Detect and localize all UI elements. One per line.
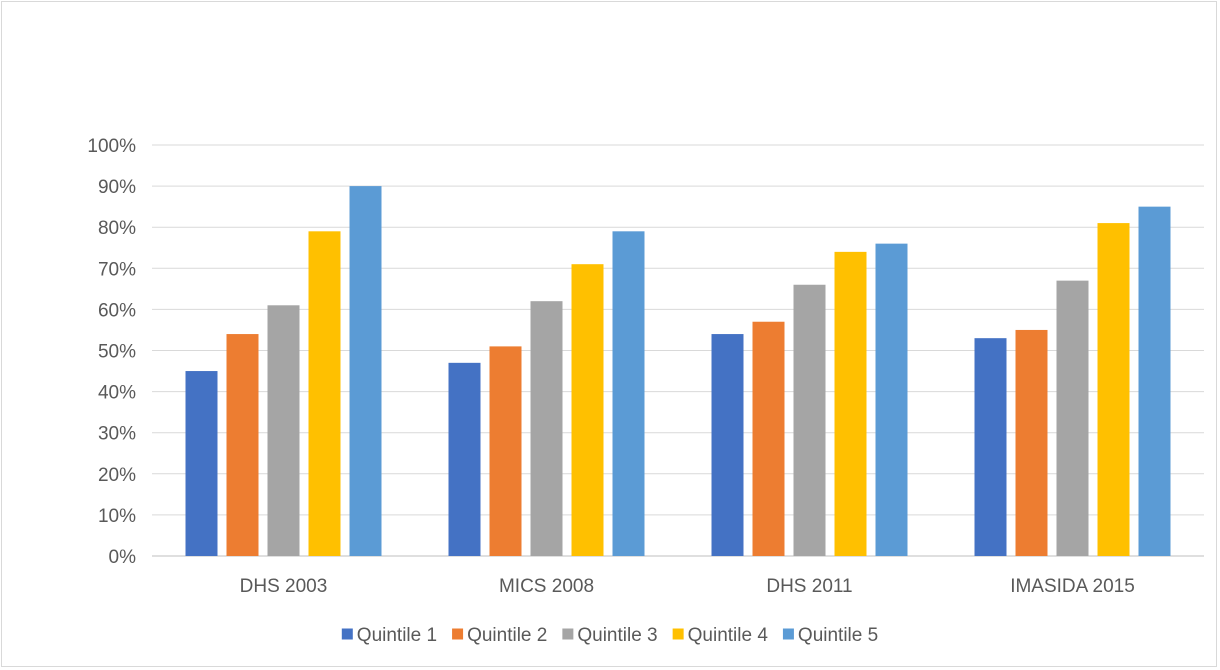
x-tick-label: DHS 2003 [240,576,328,597]
bar [1056,280,1089,556]
x-tick-label: DHS 2011 [766,576,852,597]
bar [612,231,645,556]
bar [267,305,300,556]
y-tick-label: 90% [98,177,136,198]
bar [752,321,785,556]
x-tick-label: MICS 2008 [499,576,594,597]
legend: Quintile 1 Quintile 2 Quintile 3 Quintile 4… [341,625,878,646]
bar [834,251,867,557]
bar [1015,329,1048,556]
legend-label: Quintile 3 [577,625,657,646]
y-axis-ticks: 0% 10% 20% 30% 40% 50% 60% 70% 80% 90% 100% [87,136,136,568]
x-tick-label: IMASIDA 2015 [1010,576,1135,597]
legend-label: Quintile 1 [357,625,437,646]
y-tick-label: 50% [98,342,136,363]
bar [308,231,341,556]
bar [448,362,481,556]
x-axis-ticks: DHS 2003 MICS 2008 DHS 2011 IMASIDA 2015 [240,576,1135,597]
bar [226,334,259,556]
legend-swatch [782,628,794,640]
y-tick-label: 60% [98,300,136,321]
bar [489,346,522,556]
bar [974,338,1007,556]
legend-label: Quintile 5 [798,625,878,646]
y-tick-label: 20% [98,465,136,486]
legend-swatch [672,628,684,640]
bar [793,284,826,556]
bar [530,301,563,556]
bar [711,334,744,556]
y-tick-label: 70% [98,259,136,280]
legend-swatch [562,628,574,640]
bar [875,243,908,556]
y-tick-label: 10% [98,506,136,527]
y-tick-label: 30% [98,424,136,445]
y-tick-label: 80% [98,218,136,239]
bar [1097,223,1130,556]
legend-label: Quintile 4 [688,625,769,646]
bar [185,371,218,556]
bar [571,264,604,556]
y-tick-label: 0% [109,547,137,568]
bar [349,186,382,556]
legend-label: Quintile 2 [467,625,547,646]
y-tick-label: 100% [87,136,136,157]
bar [1138,206,1171,556]
legend-swatch [341,628,353,640]
legend-swatch [452,628,464,640]
y-tick-label: 40% [98,383,136,404]
bars [185,186,1171,557]
